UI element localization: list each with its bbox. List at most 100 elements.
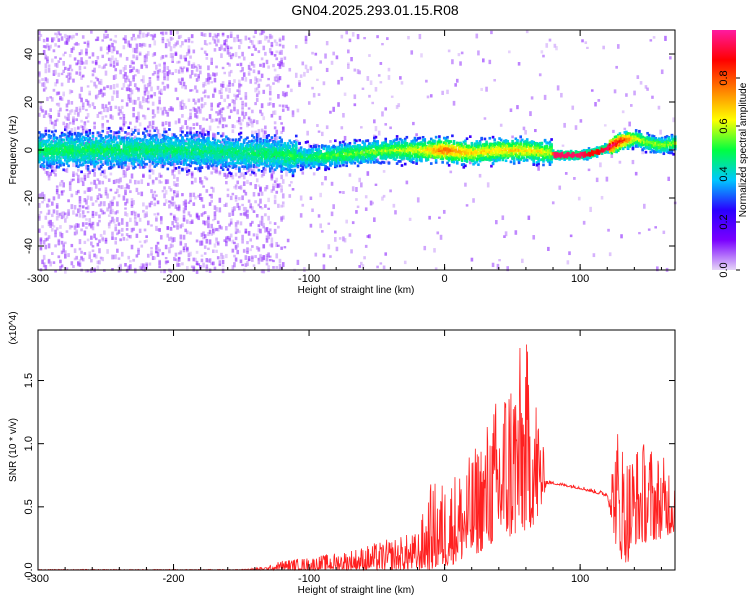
spectrogram-cell — [244, 165, 248, 169]
spectrogram-cell — [52, 138, 56, 142]
spectrogram-cell — [130, 68, 134, 73]
spectrogram-cell — [72, 34, 75, 39]
spectrogram-cell — [246, 151, 249, 155]
spectrogram-cell — [225, 138, 228, 142]
spectrogram-cell — [176, 31, 179, 35]
spectrogram-cell — [133, 48, 137, 54]
spectrogram-cell — [122, 148, 126, 152]
spectrogram-cell — [142, 267, 145, 272]
spectrogram-cell — [194, 133, 197, 137]
spectrogram-cell — [39, 136, 43, 139]
spectrogram-cell — [70, 178, 74, 183]
spectrogram-cell — [228, 51, 231, 57]
spectrogram-cell — [212, 36, 215, 41]
spectrogram-cell — [212, 141, 215, 144]
spectrogram-cell — [247, 155, 251, 159]
spectrogram-cell — [205, 139, 209, 143]
spectrogram-cell — [199, 163, 202, 167]
spectrogram-cell — [130, 244, 134, 250]
spectrogram-cell — [171, 53, 174, 58]
spectrogram-cell — [203, 162, 207, 165]
spectrogram-cell — [239, 153, 243, 157]
spectrogram-cell — [221, 153, 225, 156]
spectrogram-cell — [184, 199, 187, 204]
spectrogram-cell — [103, 148, 106, 152]
spectrogram-cell — [163, 139, 166, 143]
spectrogram-cell — [111, 48, 114, 54]
spectrogram-cell — [197, 138, 200, 142]
spectrogram-cell — [39, 193, 43, 197]
spectrogram-cell — [116, 217, 119, 222]
spectrogram-cell — [94, 211, 98, 216]
spectrogram-cell — [44, 244, 48, 250]
spectrogram-cell — [210, 118, 213, 123]
spectrogram-cell — [221, 33, 225, 36]
spectrogram-cell — [203, 158, 207, 162]
spectrogram-cell — [39, 153, 43, 157]
spectrogram-cell — [78, 106, 82, 110]
spectrogram-cell — [49, 96, 52, 99]
spectrogram-cell — [39, 33, 43, 37]
spectrogram-cell — [187, 139, 191, 142]
spectrogram-cell — [122, 195, 126, 201]
spectrogram-cell — [94, 162, 98, 166]
spectrogram-cell — [90, 147, 93, 150]
spectrogram-cell — [221, 259, 225, 265]
spectrogram-cell — [158, 144, 161, 148]
spectrogram-cell — [85, 141, 88, 145]
spectrogram-cell — [47, 235, 51, 239]
spectrogram-cell — [239, 187, 243, 191]
spectrogram-cell — [218, 159, 222, 163]
spectrogram-cell — [99, 151, 103, 154]
spectrogram-cell — [81, 74, 85, 78]
spectrogram-cell — [72, 147, 75, 151]
spectrogram-cell — [171, 107, 174, 112]
spectrogram-cell — [225, 147, 228, 151]
spectrogram-cell — [221, 132, 225, 137]
spectrogram-cell — [171, 196, 174, 201]
spectrogram-cell — [104, 135, 108, 138]
spectrogram-cell — [51, 157, 54, 161]
spectrogram-cell — [212, 154, 215, 157]
spectrogram-cell — [189, 144, 192, 148]
spectrogram-cell — [38, 79, 41, 84]
spectrogram-cell — [205, 129, 209, 133]
spectrogram-cell — [155, 146, 158, 150]
spectrogram-cell — [68, 155, 72, 159]
spectrogram-cell — [197, 151, 200, 154]
spectrogram-cell — [67, 134, 70, 138]
spectrogram-cell — [249, 149, 253, 153]
spectrogram-cell — [54, 122, 57, 127]
spectrogram-cell — [39, 144, 43, 147]
spectrogram-cell — [181, 152, 184, 156]
spectrogram-cell — [107, 101, 111, 105]
spectrogram-cell — [168, 147, 171, 151]
spectrogram-cell — [62, 189, 65, 193]
spectrogram-cell — [75, 62, 79, 66]
spectrogram-cell — [182, 142, 186, 145]
spectrogram-cell — [150, 86, 153, 92]
spectrogram-cell — [38, 136, 41, 140]
spectrogram-cell — [52, 49, 56, 53]
spectrogram-cell — [101, 257, 105, 262]
spectrogram-cell — [83, 144, 87, 148]
spectrogram-cell — [236, 156, 240, 160]
spectrogram-cell — [226, 45, 230, 49]
spectrogram-cell — [156, 251, 160, 257]
spectrogram-cell — [57, 139, 61, 143]
spectrogram-cell — [177, 143, 181, 146]
spectrogram-cell — [254, 47, 257, 51]
spectrogram-cell — [135, 43, 139, 49]
spectrogram-cell — [199, 108, 202, 114]
spectrogram-cell — [251, 147, 254, 151]
spectrogram-cell — [226, 173, 230, 178]
spectrogram-cell — [112, 39, 116, 43]
spectrogram-cell — [228, 152, 231, 155]
spectrogram-cell — [75, 134, 79, 138]
spectrogram-cell — [68, 76, 72, 80]
spectrogram-cell — [221, 149, 225, 152]
spectrogram-cell — [119, 127, 122, 131]
spectrogram-cell — [111, 202, 114, 207]
spectrogram-cell — [135, 156, 139, 160]
spectrogram-cell — [221, 255, 225, 260]
